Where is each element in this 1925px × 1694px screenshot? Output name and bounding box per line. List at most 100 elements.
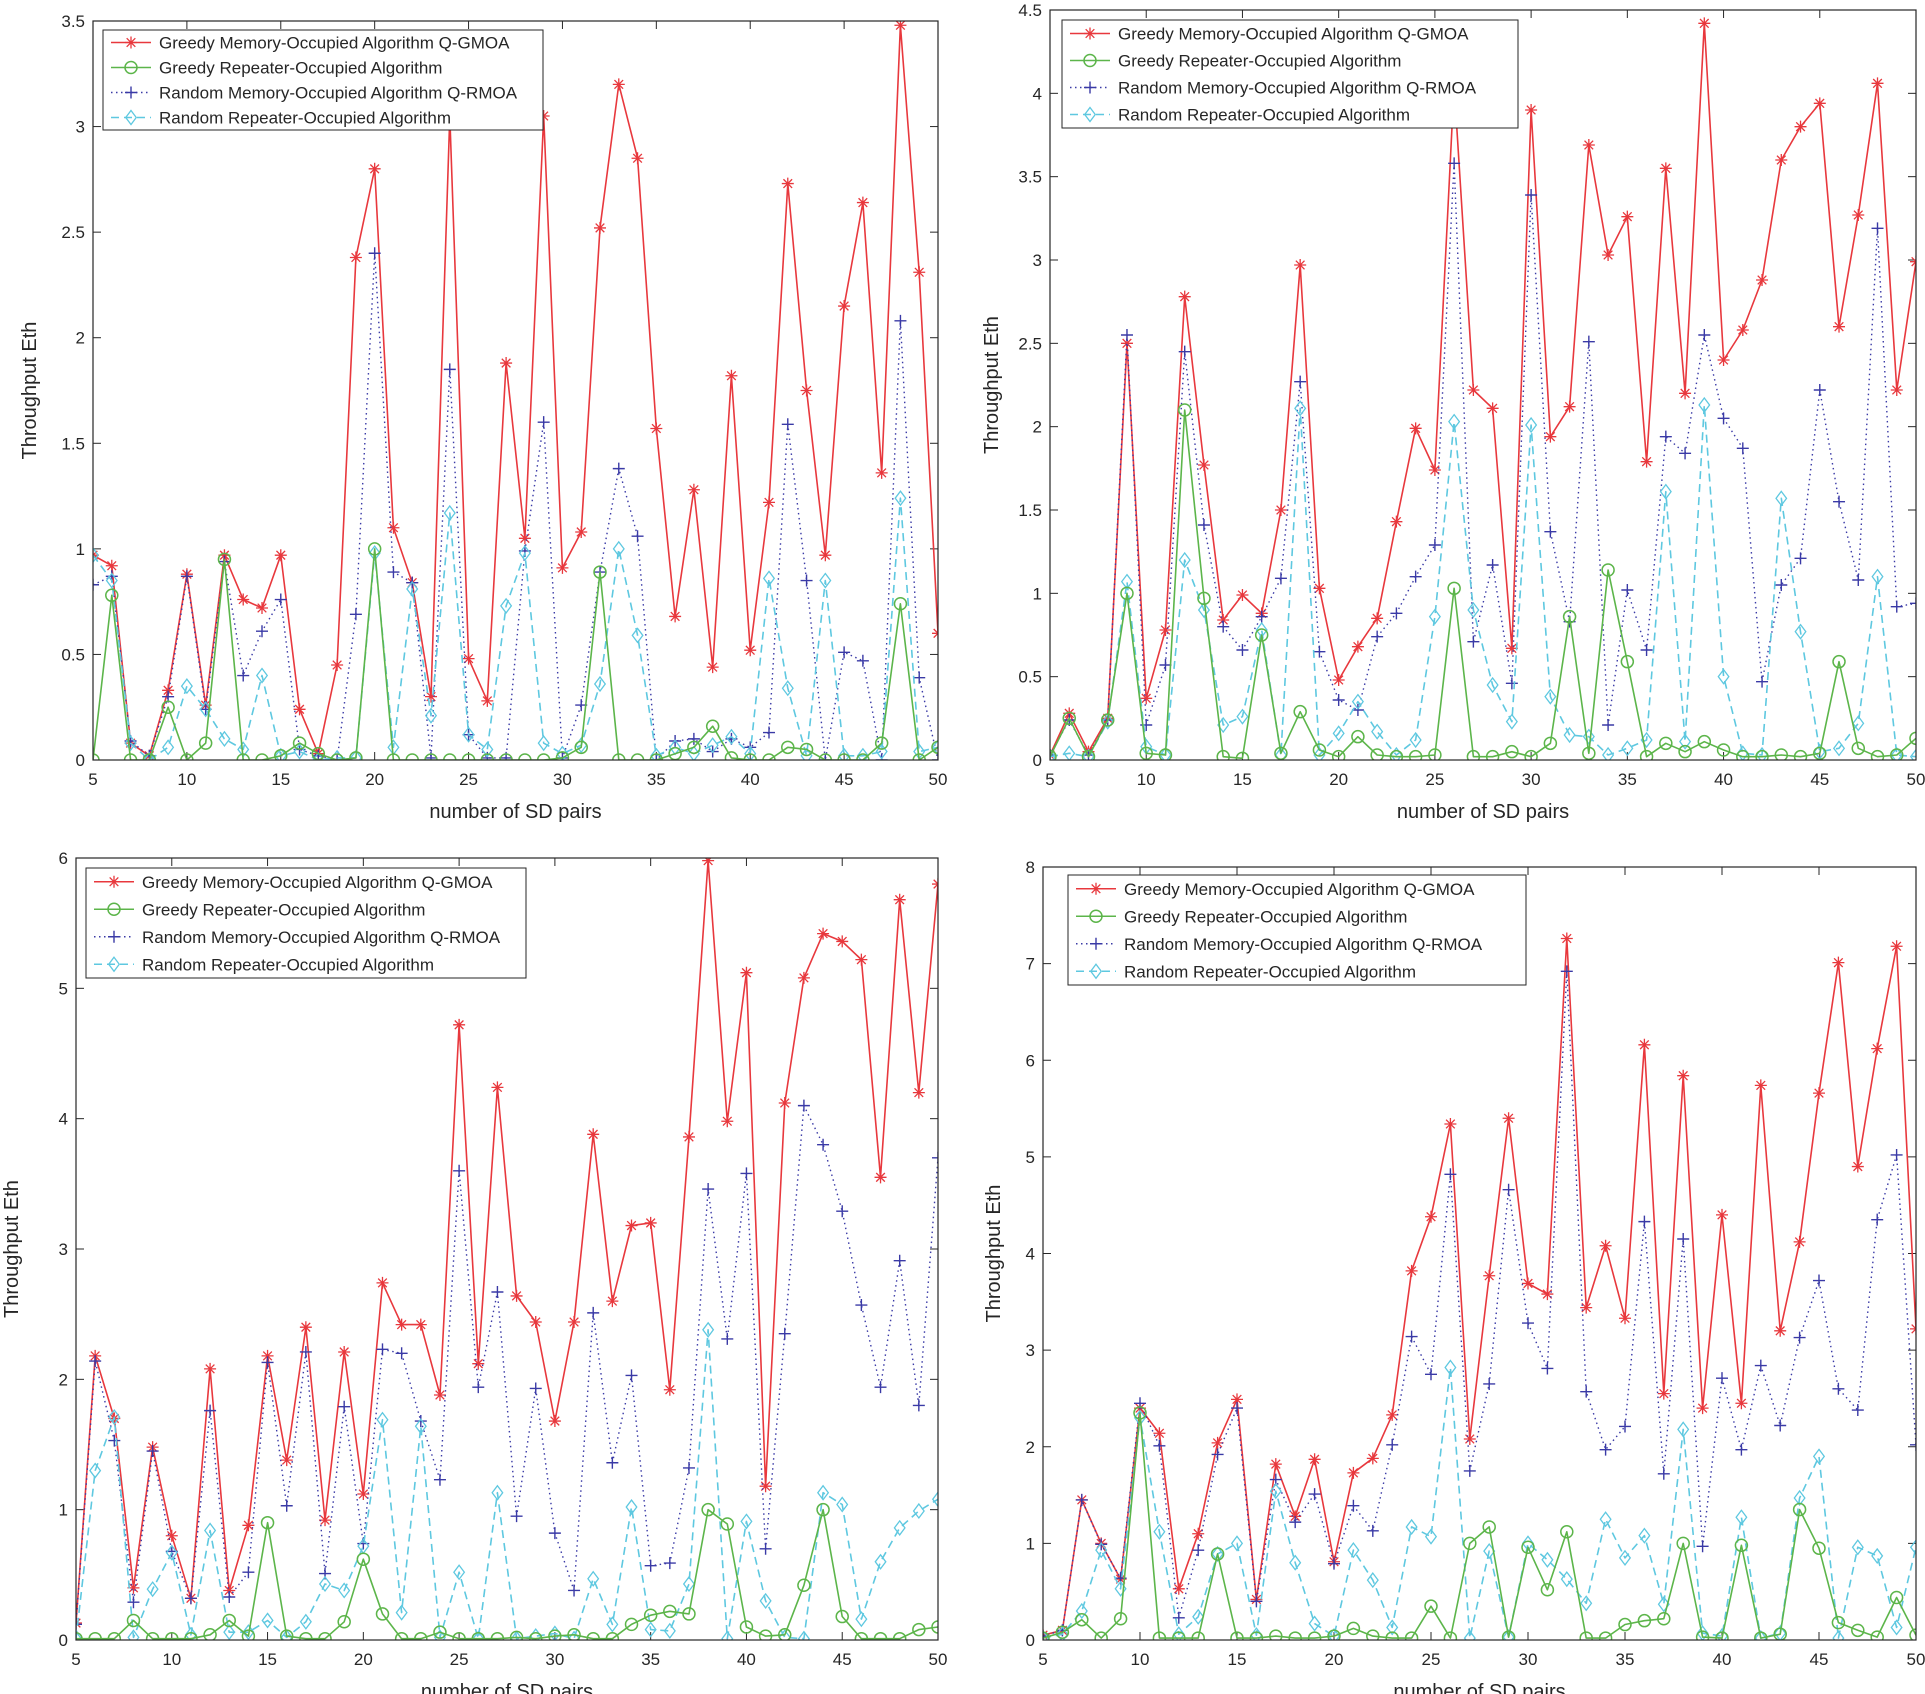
- data-point-random-repeater-occupied-algorithm: [650, 747, 663, 760]
- data-point-greedy-memory-occupied-algorithm-q-gmoa: [1444, 1118, 1457, 1131]
- data-point-random-memory-occupied-algorithm-q-rmoa: [1541, 1362, 1554, 1375]
- legend-marker-greedy-memory-occupied-algorithm-q-gmoa: [1084, 27, 1096, 40]
- data-point-greedy-repeater-occupied-algorithm: [198, 736, 213, 750]
- data-point-random-memory-occupied-algorithm-q-rmoa: [893, 1254, 906, 1267]
- y-tick-label: 4: [59, 1110, 68, 1129]
- data-point-random-repeater-occupied-algorithm: [318, 1575, 332, 1593]
- data-point-random-memory-occupied-algorithm-q-rmoa: [606, 1456, 619, 1469]
- data-point-greedy-memory-occupied-algorithm-q-gmoa: [1716, 1208, 1728, 1221]
- data-point-random-memory-occupied-algorithm-q-rmoa: [237, 669, 250, 682]
- data-point-random-repeater-occupied-algorithm: [1424, 1528, 1438, 1545]
- data-point-greedy-memory-occupied-algorithm-q-gmoa: [1871, 1042, 1884, 1055]
- series-line-greedy-repeater-occupied-algorithm: [1043, 1412, 1916, 1639]
- data-point-greedy-memory-occupied-algorithm-q-gmoa: [1386, 1408, 1399, 1421]
- data-point-greedy-memory-occupied-algorithm-q-gmoa: [1351, 640, 1364, 653]
- data-point-random-repeater-occupied-algorithm: [567, 1630, 581, 1640]
- legend-marker-greedy-repeater-occupied-algorithm: [124, 60, 138, 75]
- data-point-greedy-repeater-occupied-algorithm: [88, 1631, 102, 1640]
- legend: Greedy Memory-Occupied Algorithm Q-GMOA G…: [85, 867, 527, 979]
- data-point-random-repeater-occupied-algorithm: [725, 728, 738, 745]
- data-point-random-memory-occupied-algorithm-q-rmoa: [1522, 1317, 1534, 1330]
- legend-marker-random-repeater-occupied-algorithm: [107, 956, 121, 973]
- data-point-greedy-memory-occupied-algorithm-q-gmoa: [518, 532, 531, 545]
- data-point-random-repeater-occupied-algorithm: [349, 749, 362, 760]
- data-point-greedy-repeater-occupied-algorithm: [203, 1628, 217, 1640]
- data-point-greedy-memory-occupied-algorithm-q-gmoa: [1308, 1453, 1321, 1466]
- data-point-greedy-repeater-occupied-algorithm: [931, 1620, 938, 1634]
- data-point-greedy-memory-occupied-algorithm-q-gmoa: [1698, 17, 1711, 30]
- data-point-greedy-repeater-occupied-algorithm: [574, 740, 588, 755]
- data-point-random-repeater-occupied-algorithm: [1230, 1535, 1244, 1552]
- data-point-greedy-repeater-occupied-algorithm: [758, 1629, 773, 1640]
- y-tick-label: 6: [1026, 1051, 1035, 1070]
- data-point-greedy-memory-occupied-algorithm-q-gmoa: [223, 1584, 236, 1597]
- data-point-greedy-memory-occupied-algorithm-q-gmoa: [349, 251, 362, 264]
- data-point-greedy-memory-occupied-algorithm-q-gmoa: [763, 496, 775, 509]
- data-point-greedy-repeater-occupied-algorithm: [1715, 1631, 1729, 1640]
- legend-label: Random Repeater-Occupied Algorithm: [1124, 962, 1416, 981]
- data-point-greedy-memory-occupied-algorithm-q-gmoa: [237, 593, 250, 606]
- y-tick-label: 0: [1026, 1631, 1035, 1650]
- data-point-random-repeater-occupied-algorithm: [165, 1544, 178, 1561]
- data-point-random-repeater-occupied-algorithm: [1774, 1625, 1787, 1640]
- data-point-random-memory-occupied-algorithm-q-rmoa: [1657, 1467, 1670, 1480]
- data-point-random-memory-occupied-algorithm-q-rmoa: [759, 1542, 772, 1555]
- data-point-greedy-memory-occupied-algorithm-q-gmoa: [1463, 1433, 1476, 1446]
- data-point-greedy-memory-occupied-algorithm-q-gmoa: [1754, 1079, 1767, 1092]
- data-point-greedy-memory-occupied-algorithm-q-gmoa: [819, 549, 832, 562]
- data-point-greedy-memory-occupied-algorithm-q-gmoa: [644, 1216, 657, 1229]
- data-point-greedy-repeater-occupied-algorithm: [518, 753, 532, 760]
- data-point-random-memory-occupied-algorithm-q-rmoa: [280, 1499, 293, 1512]
- data-point-random-memory-occupied-algorithm-q-rmoa: [1236, 644, 1249, 656]
- legend-box: [85, 867, 527, 979]
- data-point-greedy-repeater-occupied-algorithm: [480, 753, 495, 760]
- data-point-greedy-repeater-occupied-algorithm: [1346, 1621, 1361, 1636]
- data-point-greedy-memory-occupied-algorithm-q-gmoa: [631, 152, 644, 165]
- data-point-greedy-memory-occupied-algorithm-q-gmoa: [1852, 209, 1865, 221]
- x-tick-label: 10: [1137, 770, 1156, 789]
- legend-marker-greedy-repeater-occupied-algorithm: [1083, 53, 1097, 68]
- data-point-greedy-memory-occupied-algorithm-q-gmoa: [1582, 139, 1595, 151]
- data-point-random-repeater-occupied-algorithm: [1444, 1359, 1457, 1376]
- data-point-greedy-repeater-occupied-algorithm: [912, 1622, 926, 1637]
- data-point-random-memory-occupied-algorithm-q-rmoa: [537, 416, 550, 429]
- data-point-greedy-repeater-occupied-algorithm: [1269, 1629, 1283, 1640]
- data-point-greedy-memory-occupied-algorithm-q-gmoa: [740, 966, 753, 979]
- data-point-random-repeater-occupied-algorithm: [1909, 1539, 1916, 1556]
- data-point-greedy-repeater-occupied-algorithm: [781, 740, 795, 755]
- data-point-greedy-repeater-occupied-algorithm: [330, 753, 344, 760]
- data-point-random-repeater-occupied-algorithm: [299, 1613, 312, 1630]
- data-point-greedy-repeater-occupied-algorithm: [1754, 1631, 1768, 1640]
- data-point-greedy-memory-occupied-algorithm-q-gmoa: [1294, 259, 1307, 271]
- data-point-random-memory-occupied-algorithm-q-rmoa: [650, 754, 663, 760]
- data-point-greedy-memory-occupied-algorithm-q-gmoa: [331, 658, 344, 671]
- data-point-random-memory-occupied-algorithm-q-rmoa: [1386, 1438, 1399, 1451]
- x-tick-label: 45: [833, 1650, 852, 1669]
- data-point-random-repeater-occupied-algorithm: [1043, 1629, 1050, 1640]
- data-point-greedy-repeater-occupied-algorithm: [705, 719, 720, 733]
- x-tick-label: 30: [553, 770, 572, 789]
- x-tick-label: 25: [450, 1650, 469, 1669]
- x-tick-label: 30: [1522, 770, 1541, 789]
- data-point-greedy-memory-occupied-algorithm-q-gmoa: [669, 610, 682, 623]
- legend-label: Greedy Repeater-Occupied Algorithm: [1118, 52, 1401, 71]
- y-tick-label: 3: [76, 118, 85, 137]
- data-point-greedy-repeater-occupied-algorithm: [1870, 749, 1885, 760]
- data-point-random-repeater-occupied-algorithm: [744, 745, 757, 760]
- data-point-random-memory-occupied-algorithm-q-rmoa: [331, 754, 344, 760]
- data-point-greedy-repeater-occupied-algorithm: [1774, 748, 1789, 760]
- legend-marker-greedy-repeater-occupied-algorithm: [107, 902, 121, 916]
- data-point-greedy-memory-occupied-algorithm-q-gmoa: [912, 1086, 925, 1099]
- data-point-random-memory-occupied-algorithm-q-rmoa: [1095, 1538, 1108, 1551]
- data-point-random-repeater-occupied-algorithm: [1308, 1615, 1321, 1632]
- data-point-greedy-memory-occupied-algorithm-q-gmoa: [395, 1318, 408, 1331]
- data-point-greedy-memory-occupied-algorithm-q-gmoa: [797, 971, 810, 984]
- data-point-greedy-memory-occupied-algorithm-q-gmoa: [1405, 1264, 1418, 1277]
- data-point-random-repeater-occupied-algorithm: [1851, 1539, 1864, 1556]
- data-point-greedy-repeater-occupied-algorithm: [1447, 581, 1461, 596]
- data-point-greedy-repeater-occupied-algorithm: [1404, 1631, 1419, 1640]
- data-point-greedy-repeater-occupied-algorithm: [567, 1628, 581, 1640]
- y-tick-label: 1: [1026, 1534, 1035, 1553]
- x-tick-label: 20: [354, 1650, 373, 1669]
- data-point-greedy-repeater-occupied-algorithm: [799, 742, 814, 757]
